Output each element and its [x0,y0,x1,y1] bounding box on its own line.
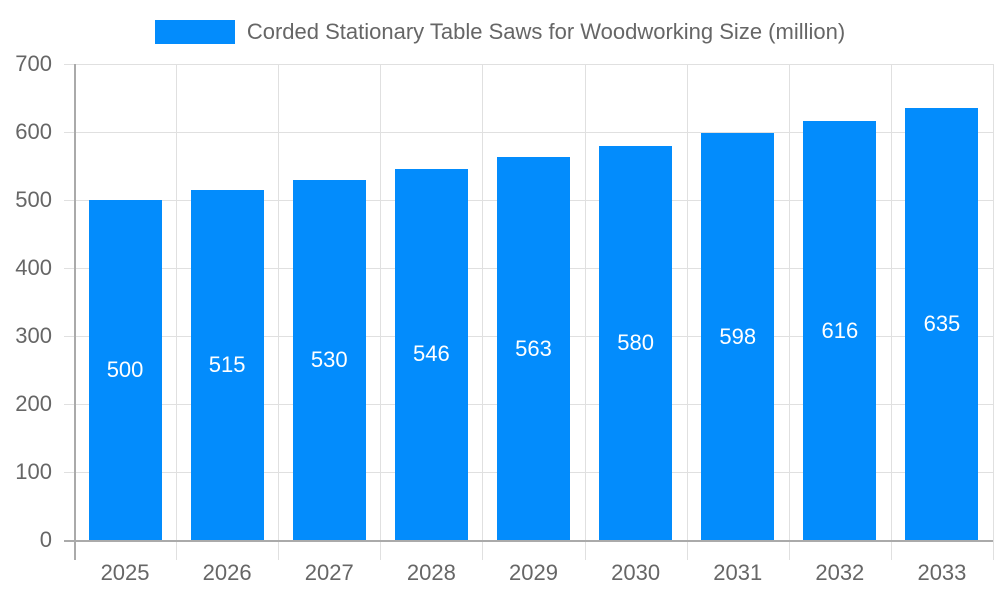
legend-label: Corded Stationary Table Saws for Woodwor… [246,19,846,44]
gridline-vertical [584,64,586,560]
gridline-vertical [686,64,688,560]
x-tick-label: 2028 [406,560,456,585]
bar-2031[interactable]: 598 [701,133,775,540]
gridline-vertical [176,64,178,560]
legend: Corded Stationary Table Saws for Woodwor… [0,18,1000,46]
bar-value-label: 616 [821,317,859,343]
bar-value-label: 563 [515,335,552,361]
x-tick-label: 2033 [917,560,967,585]
gridline-vertical [890,64,892,560]
x-tick-label: 2031 [713,560,763,585]
x-tick-label: 2029 [509,560,558,585]
y-axis [74,64,76,560]
y-tick-label: 200 [15,391,52,416]
legend-swatch[interactable] [154,20,235,44]
x-tick-label: 2025 [100,560,150,585]
gridline-vertical [482,64,484,560]
x-tick-label: 2030 [611,560,661,585]
gridline-vertical [993,64,994,560]
y-tick-label: 400 [15,255,52,280]
bar-value-label: 530 [310,346,348,372]
bar-2033[interactable]: 635 [905,108,979,540]
plot-area: 500 515 530 546 563 580 598 616 635 [64,64,994,560]
y-tick-label: 100 [15,459,52,484]
bar-2030[interactable]: 580 [599,145,673,540]
gridline-vertical [788,64,790,560]
bar-2025[interactable]: 500 [88,200,162,540]
y-tick-label: 300 [15,323,52,348]
x-tick-label: 2026 [202,560,252,585]
x-axis [64,540,993,542]
y-tick-label: 700 [15,51,52,76]
bar-2027[interactable]: 530 [292,179,366,540]
bar-value-label: 515 [208,351,246,377]
bar-2029[interactable]: 563 [497,157,570,540]
bar-value-label: 580 [617,329,654,355]
x-tick-label: 2032 [815,560,865,585]
y-tick-label: 0 [39,527,52,552]
bar-value-label: 598 [719,323,757,349]
y-tick-label: 600 [15,119,52,144]
gridline-vertical [380,64,382,560]
bar-value-label: 500 [106,357,144,382]
gridline-vertical [278,64,280,560]
gridline-horizontal [64,132,993,133]
bar-2032[interactable]: 616 [803,121,877,540]
bar-value-label: 635 [923,311,961,337]
x-tick-label: 2027 [304,560,354,585]
y-tick-label: 500 [15,187,52,212]
bar-value-label: 546 [413,341,450,367]
bar-2028[interactable]: 546 [394,168,468,540]
bar-2026[interactable]: 515 [190,189,264,540]
gridline-horizontal [64,64,993,65]
